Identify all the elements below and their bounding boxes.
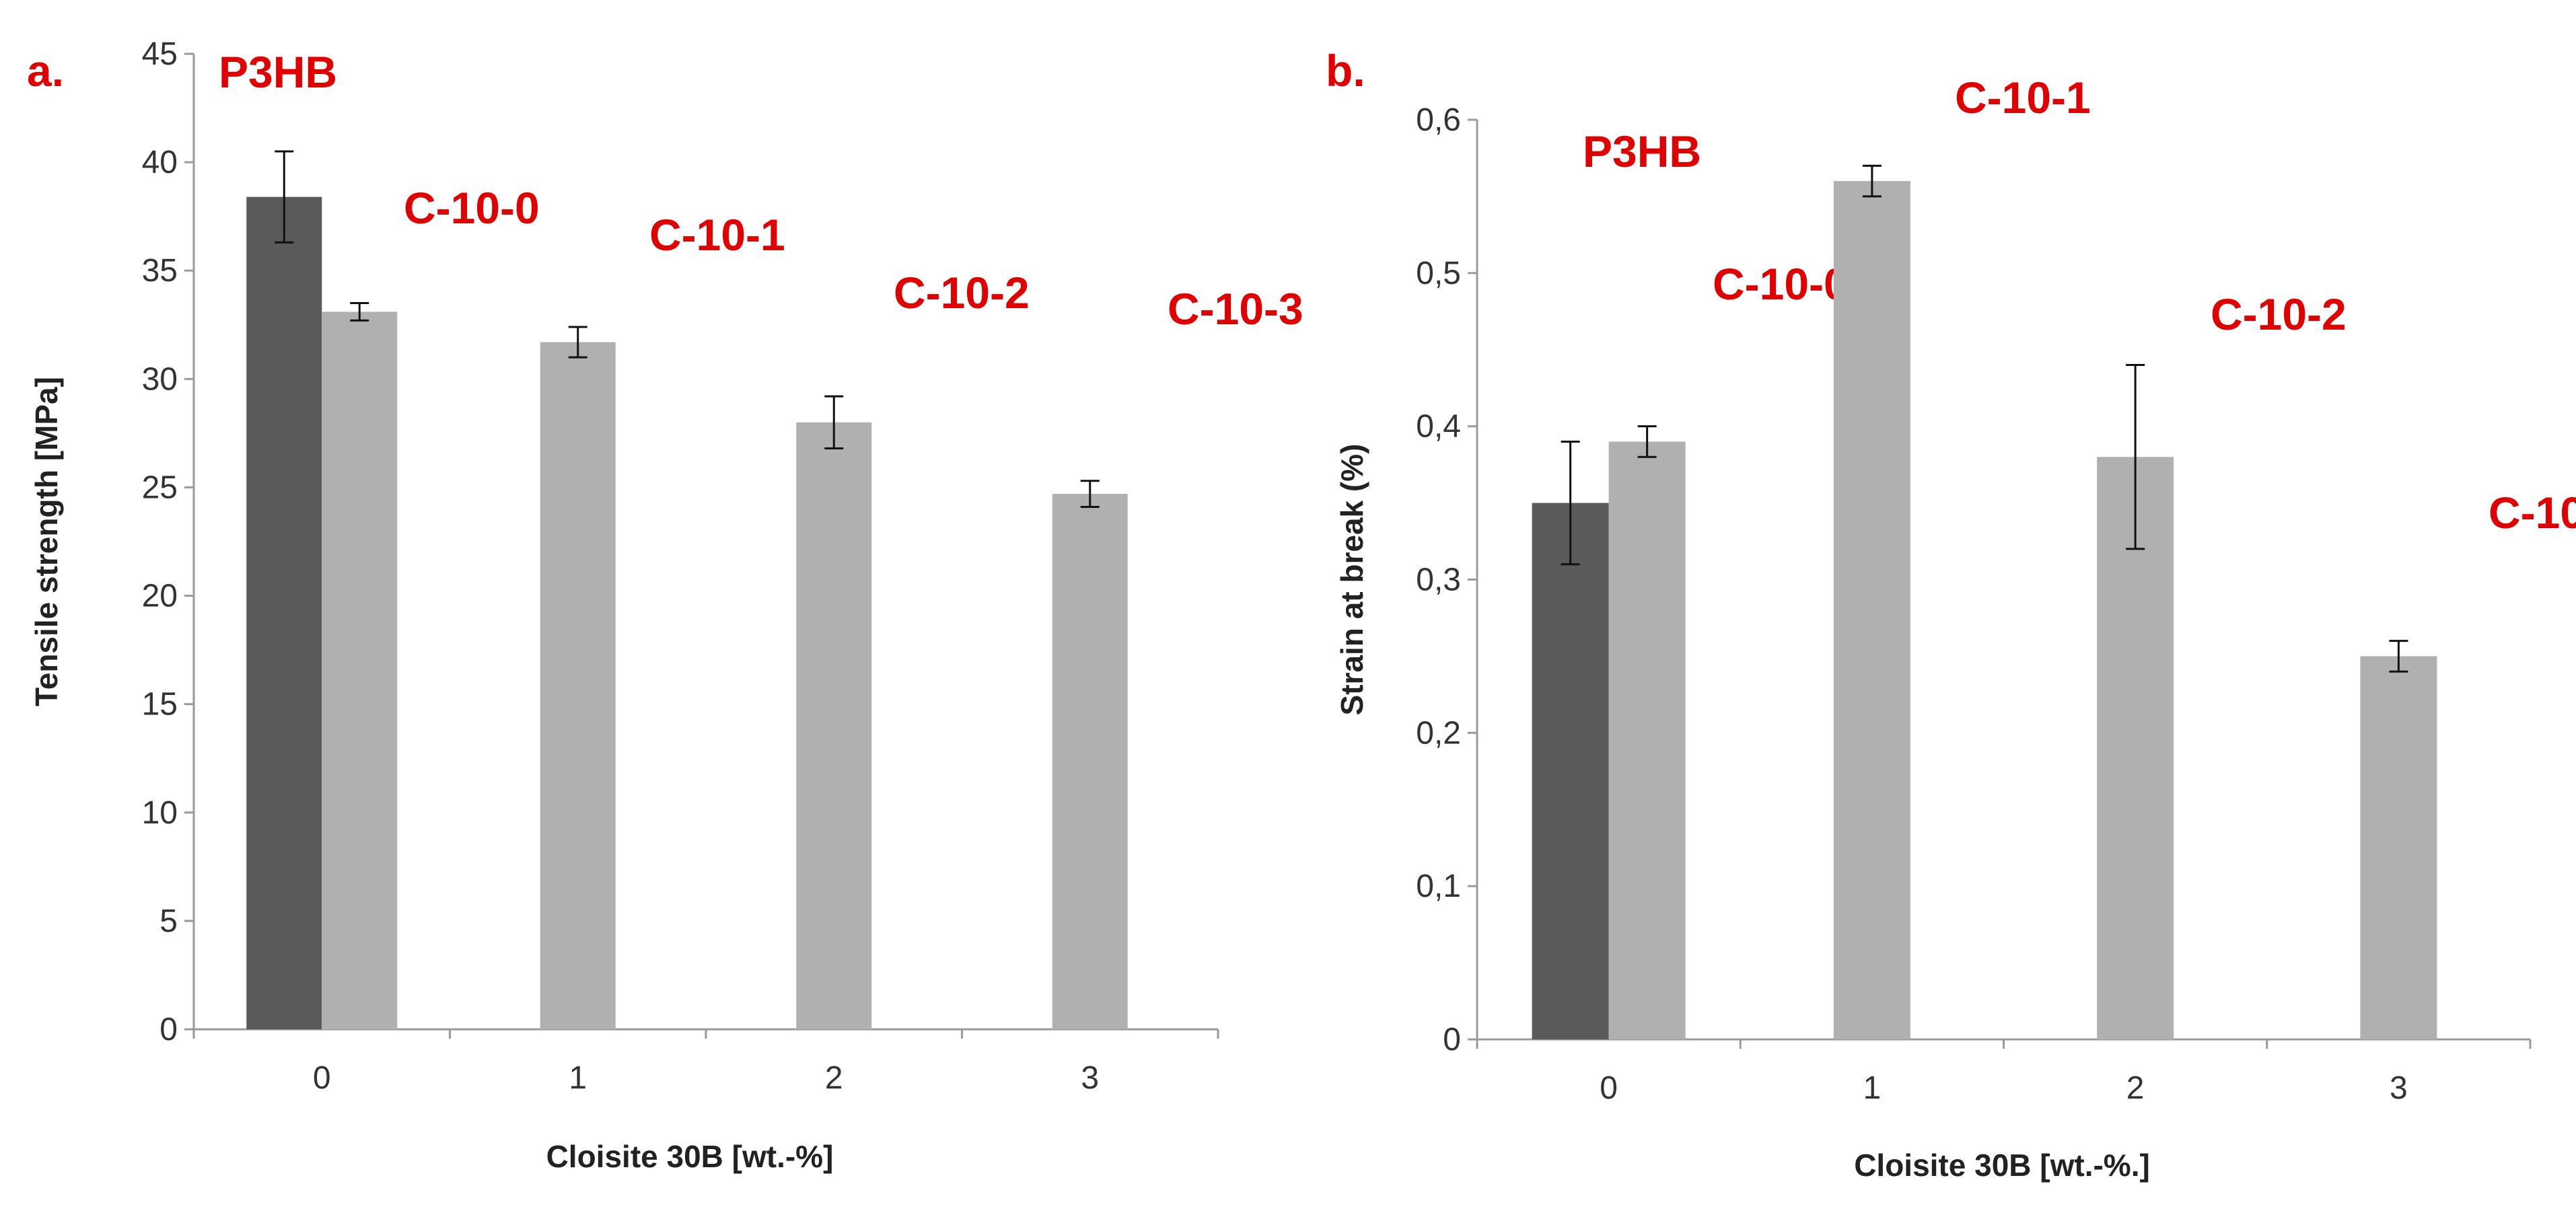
bar-nanocomposite-cat-1: [540, 342, 616, 1029]
y-tick-label: 40: [142, 145, 178, 180]
chart-panel-b: b. 0 0,1 0,2 0,3 0,4 0,5 0,6 0 1 2 3 Cloisite 30B [w…: [1326, 46, 2576, 1183]
y-axis-title: Strain at break (%): [1334, 444, 1369, 716]
x-tick-label: 0: [313, 1060, 331, 1096]
x-tick-label: 3: [1081, 1060, 1099, 1096]
bar-nanocomposite-cat-0: [322, 311, 398, 1029]
bar-data-label: C-10-1: [1955, 73, 2091, 122]
y-tick-label: 25: [142, 470, 178, 505]
bar-data-label: C-10-3: [1168, 284, 1303, 334]
x-tick-label: 1: [1863, 1070, 1882, 1106]
y-tick-label: 0,5: [1416, 256, 1461, 291]
bar-data-label: P3HB: [1583, 126, 1701, 176]
x-tick-label: 2: [825, 1060, 843, 1096]
y-tick-label: 20: [142, 579, 178, 614]
bar-data-label: C-10-2: [2211, 289, 2347, 339]
bar-data-label: C-10-0: [1713, 259, 1849, 309]
y-tick-label: 0: [1443, 1022, 1461, 1058]
y-tick-label: 0,1: [1416, 869, 1461, 904]
bar-p3hb-cat-0: [1532, 503, 1609, 1039]
y-tick-label: 0,6: [1416, 102, 1461, 138]
x-tick-label: 3: [2390, 1070, 2408, 1106]
y-tick-label: 30: [142, 361, 178, 397]
bar-nanocomposite-cat-3: [1052, 494, 1128, 1029]
bar-data-label: C-10-2: [894, 268, 1030, 318]
chart-panel-a: a. 0 5 10 15 20 25 30 35 40 45 0 1 2 3 Cloisite 30B [wt…: [27, 36, 1303, 1174]
bar-data-label: C-10-1: [649, 210, 785, 260]
bar-data-label: C-10-3: [2489, 488, 2576, 538]
bar-nanocomposite-cat-3: [2360, 656, 2437, 1039]
bar-data-label: P3HB: [219, 47, 337, 97]
bar-nanocomposite-cat-0: [1608, 441, 1686, 1039]
y-tick-label: 0,3: [1416, 562, 1461, 598]
bar-nanocomposite-cat-2: [2097, 457, 2174, 1039]
y-tick-label: 10: [142, 795, 178, 831]
x-axis-title: Cloisite 30B [wt.-%]: [546, 1139, 834, 1174]
y-tick-label: 0,4: [1416, 409, 1461, 445]
bar-p3hb-cat-0: [246, 196, 322, 1030]
bar-nanocomposite-cat-1: [1833, 181, 1910, 1040]
x-tick-label: 0: [1600, 1070, 1618, 1106]
y-tick-label: 45: [142, 36, 178, 72]
x-axis-title: Cloisite 30B [wt.-%.]: [1854, 1148, 2150, 1183]
y-tick-label: 5: [159, 903, 178, 939]
y-axis-title: Tensile strength [MPa]: [29, 377, 64, 706]
bar-data-label: C-10-0: [404, 183, 540, 233]
x-tick-label: 2: [2126, 1070, 2145, 1106]
x-tick-label: 1: [569, 1060, 587, 1096]
y-tick-label: 0,2: [1416, 715, 1461, 751]
y-tick-label: 0: [159, 1012, 178, 1047]
bar-nanocomposite-cat-2: [796, 422, 872, 1029]
y-tick-label: 35: [142, 253, 178, 289]
panel-label: b.: [1326, 46, 1365, 96]
y-tick-label: 15: [142, 687, 178, 723]
panel-label: a.: [27, 46, 64, 96]
